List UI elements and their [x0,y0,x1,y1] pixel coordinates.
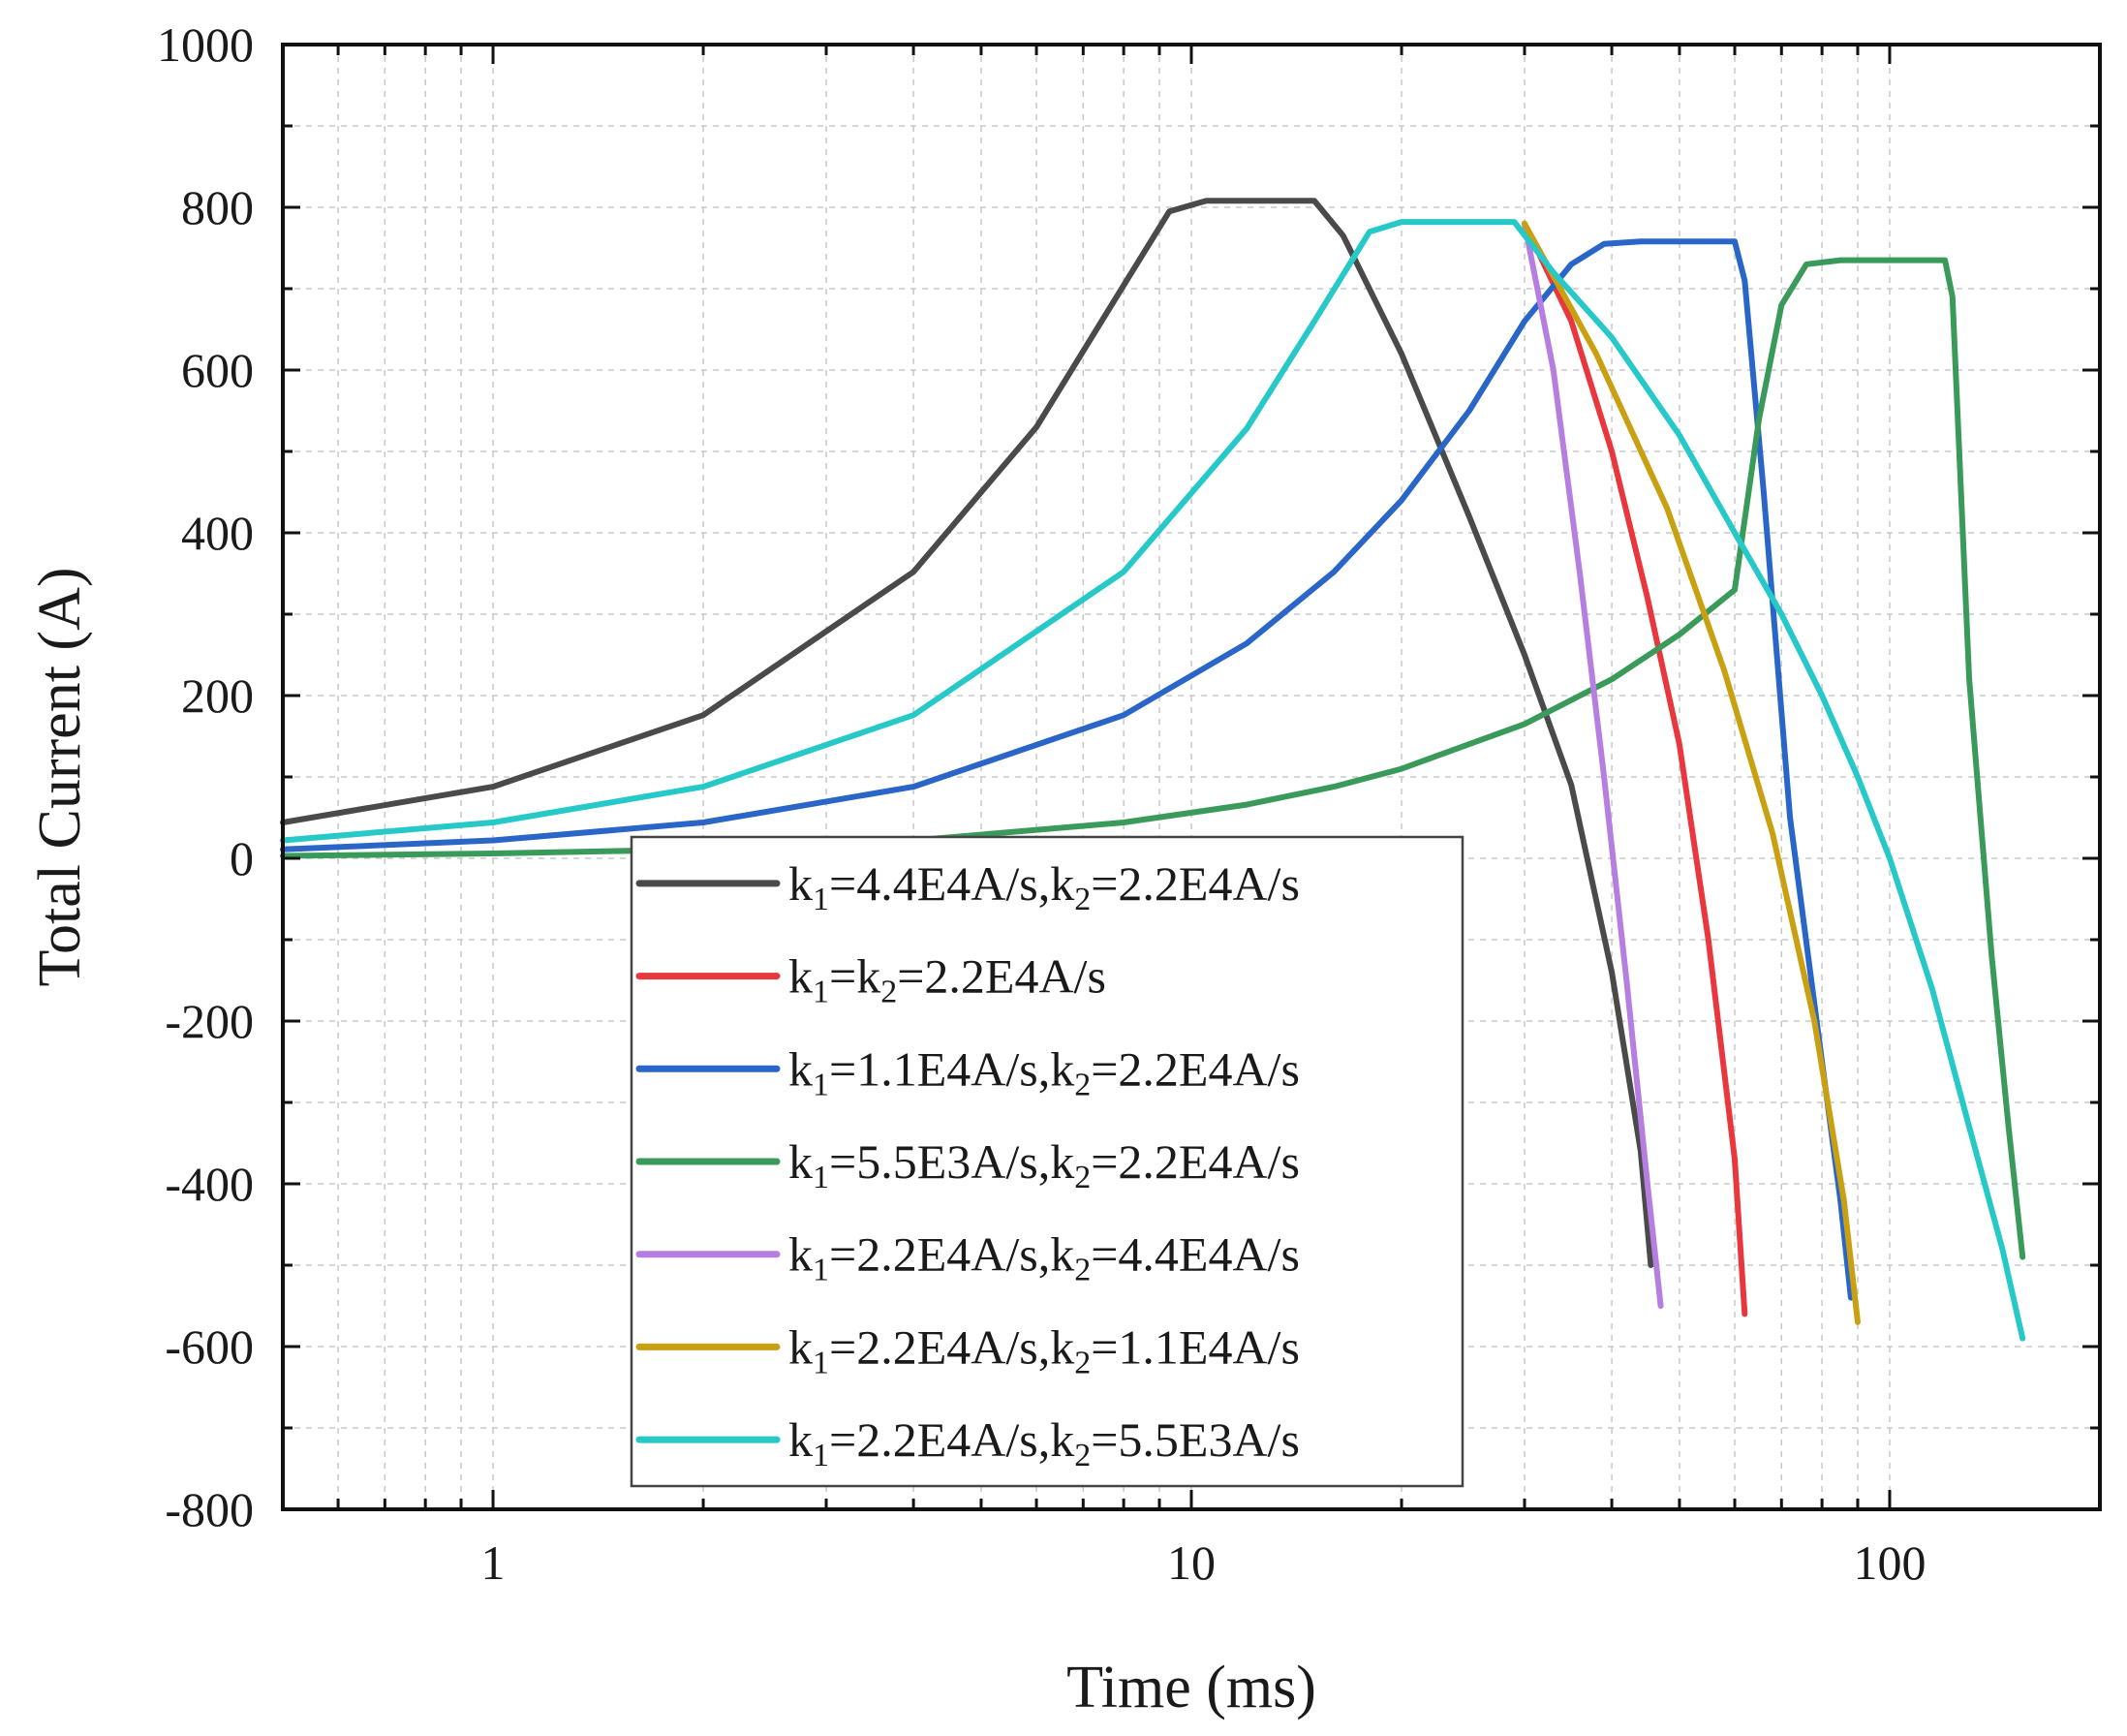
x-tick-label: 10 [1167,1535,1216,1590]
y-axis-title: Total Current (A) [27,568,93,987]
tick-labels: 1000 800 600 400 200 0 -200 -400 -600 -800 1 10 100 [157,17,1926,1590]
axis-ticks [281,43,2102,1511]
legend-label-7: k1=2.2E4A/s,k2=5.5E3A/s [788,1412,1300,1473]
legend-label-3: k1=1.1E4A/s,k2=2.2E4A/s [788,1041,1300,1102]
series-line-2 [1522,220,1748,1318]
y-tick-label: 1000 [157,17,254,72]
x-axis-title: Time (ms) [1066,1655,1316,1720]
series-line-3 [280,238,1854,1301]
legend-label-6: k1=2.2E4A/s,k2=1.1E4A/s [788,1319,1300,1380]
y-tick-label: -600 [165,1319,254,1374]
series-line-7 [280,219,2026,1342]
y-tick-label: 200 [181,668,254,723]
legend-label-4: k1=5.5E3A/s,k2=2.2E4A/s [788,1134,1300,1195]
legend-label-5: k1=2.2E4A/s,k2=4.4E4A/s [788,1227,1300,1288]
legend-label-2: k1=k2=2.2E4A/s [788,949,1106,1010]
y-tick-label: -200 [165,994,254,1048]
series-lines [280,198,2026,1342]
y-tick-label: 0 [230,831,254,885]
series-line-4 [280,257,2026,1260]
y-tick-label: 400 [181,506,254,560]
series-line-6 [1522,220,1861,1325]
legend: k1=4.4E4A/s,k2=2.2E4A/s k1=k2=2.2E4A/s k1=… [630,835,1464,1488]
series-line-1 [280,198,1654,1268]
series-line-5 [1522,220,1664,1309]
y-tick-label: 800 [181,180,254,234]
y-tick-label: 600 [181,343,254,397]
x-tick-label: 100 [1853,1535,1926,1590]
legend-label-1: k1=4.4E4A/s,k2=2.2E4A/s [788,856,1300,917]
y-tick-label: -400 [165,1157,254,1211]
grid-lines [283,45,2100,1509]
x-tick-label: 1 [481,1535,506,1590]
y-tick-label: -800 [165,1482,254,1536]
